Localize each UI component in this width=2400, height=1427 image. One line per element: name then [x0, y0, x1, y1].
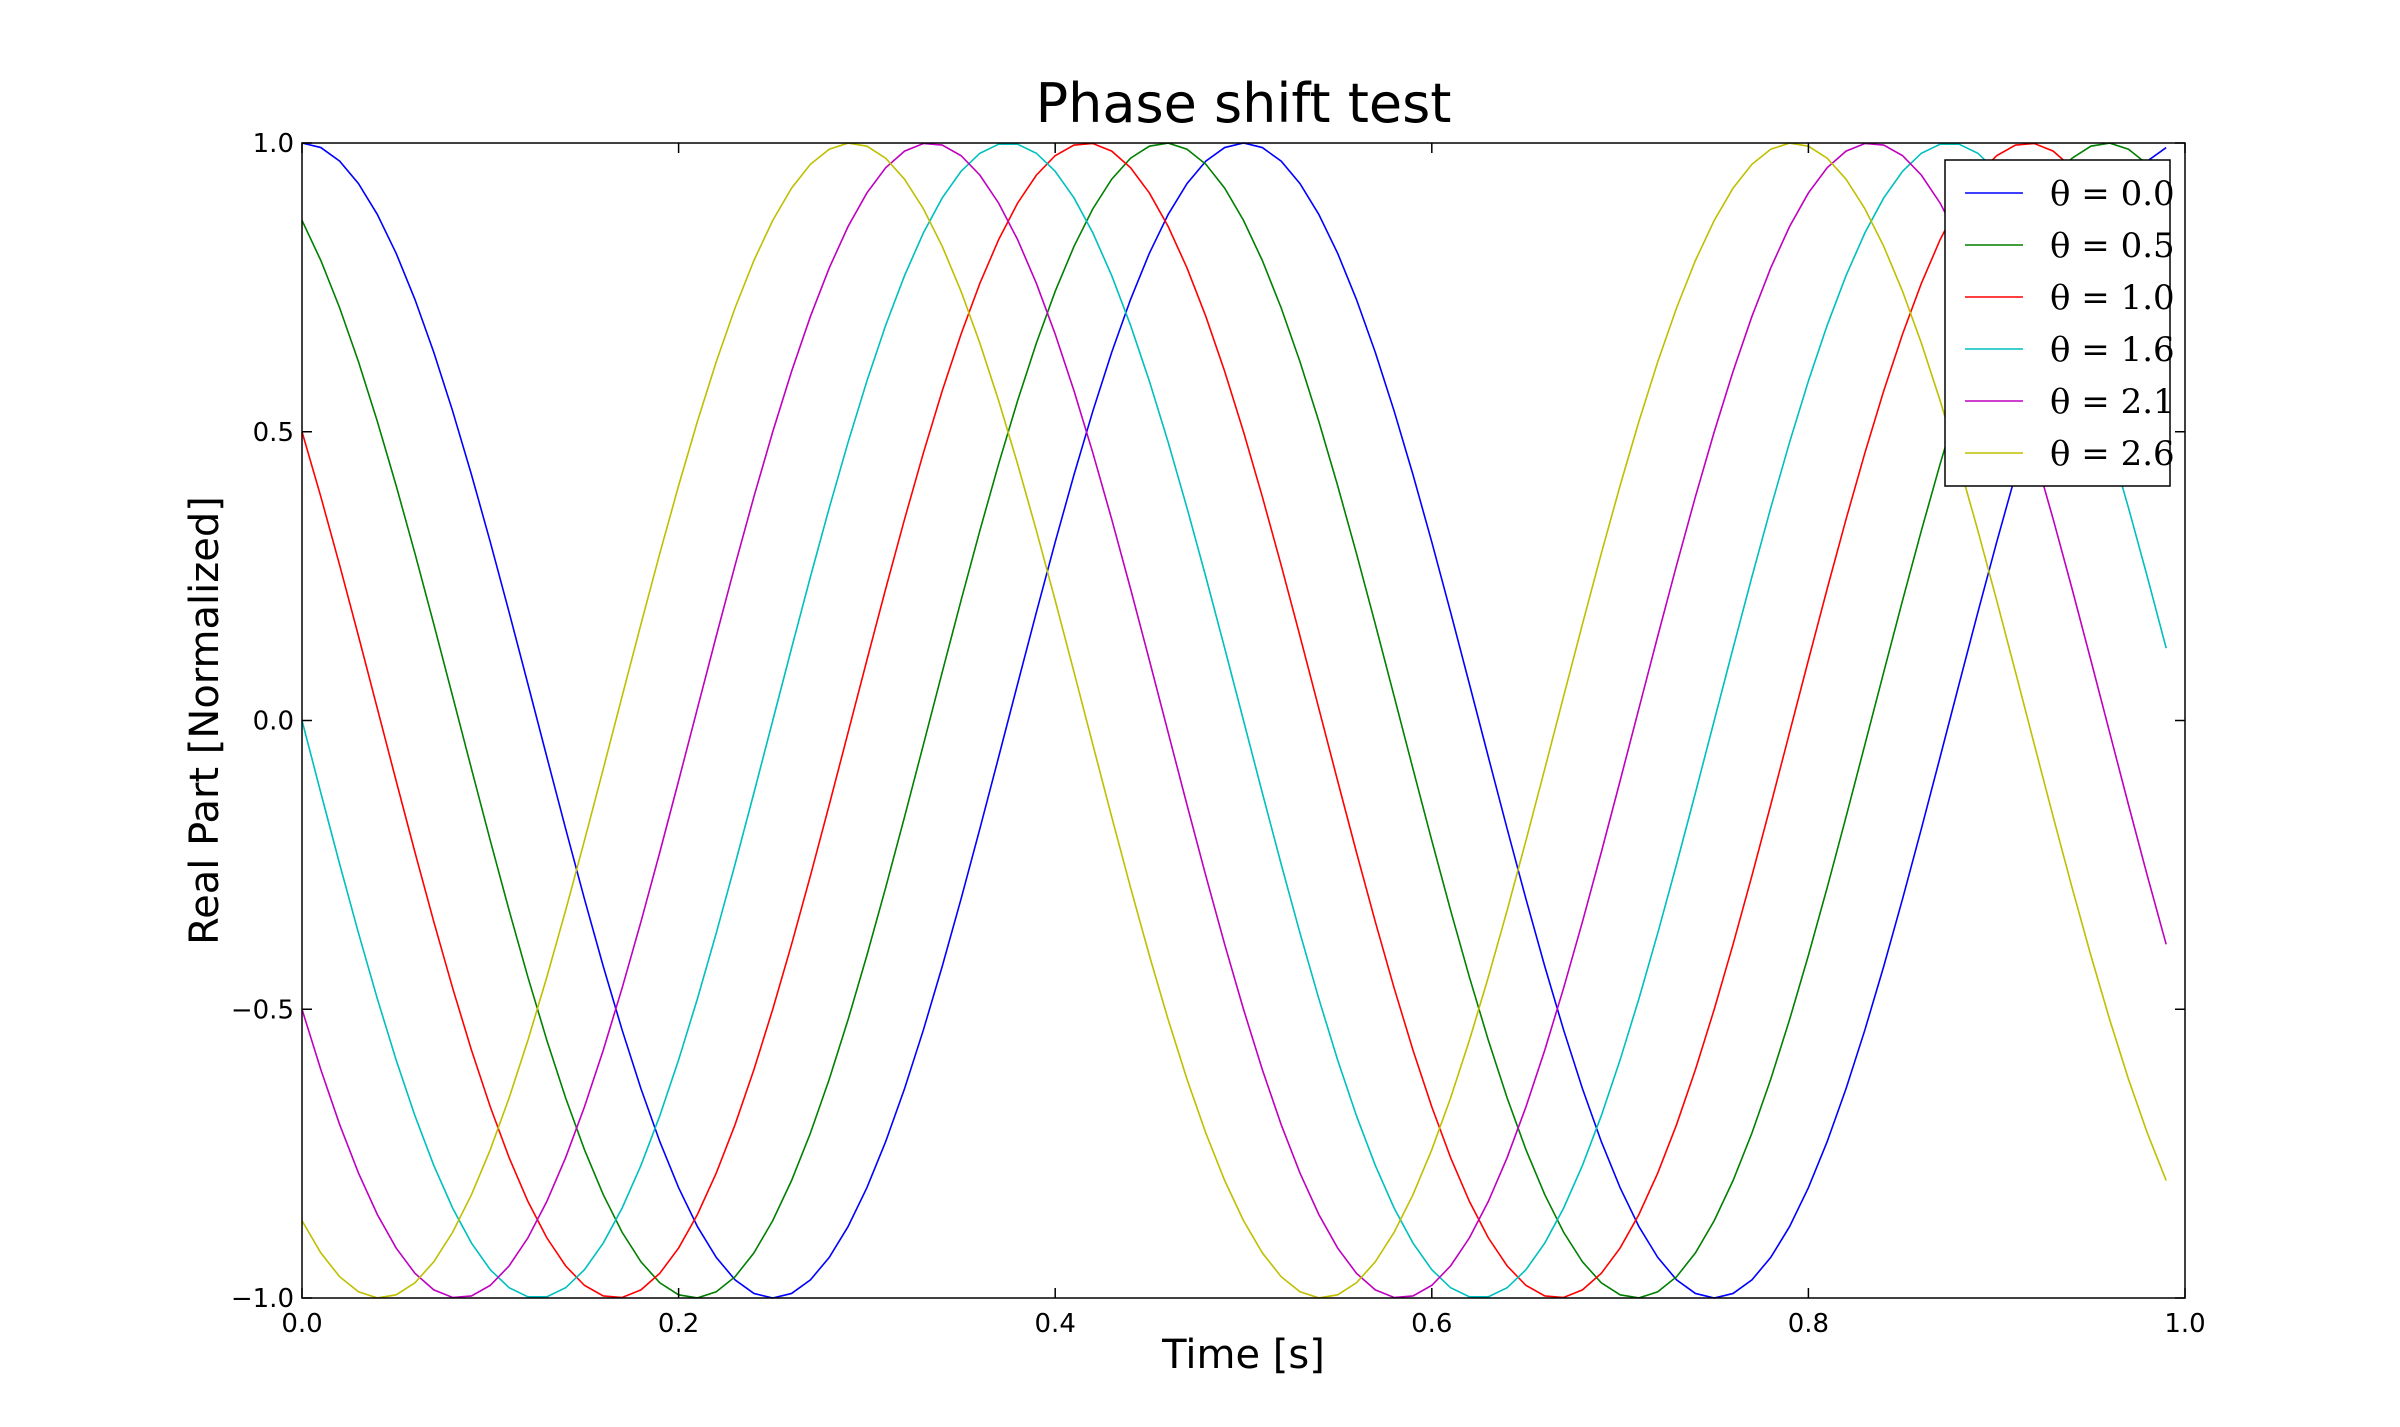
chart-title: Phase shift test	[1036, 72, 1452, 135]
legend-label-2: θ = 1.0	[2050, 278, 2175, 318]
series-layer	[301, 142, 2167, 1299]
legend-label-0: θ = 0.0	[2050, 174, 2175, 214]
y-tick-label-2: 0.0	[253, 707, 294, 737]
legend-label-3: θ = 1.6	[2050, 330, 2175, 370]
legend-label-5: θ = 2.6	[2050, 434, 2175, 474]
y-tick-label-1: 0.5	[253, 418, 294, 448]
y-tick-label-4: −1.0	[231, 1284, 294, 1314]
y-tick-label-3: −0.5	[231, 995, 294, 1025]
series-line-4	[301, 142, 2167, 1299]
legend-label-1: θ = 0.5	[2050, 226, 2175, 266]
x-tick-label-5: 1.0	[2164, 1309, 2205, 1339]
ticks-layer: 0.0 0.2 0.4 0.6 0.8 1.0 1.0 0.5 0.0 −0.5 −1.0	[231, 129, 2206, 1339]
x-axis-label: Time [s]	[1161, 1332, 1325, 1378]
series-line-2	[301, 142, 2167, 1299]
legend: θ = 0.0 θ = 0.5 θ = 1.0 θ = 1.6 θ = 2.1 θ = 2…	[1944, 159, 2175, 487]
series-line-1	[301, 142, 2167, 1299]
x-tick-label-1: 0.2	[658, 1309, 699, 1339]
x-tick-label-4: 0.8	[1788, 1309, 1829, 1339]
x-tick-label-2: 0.4	[1035, 1309, 1076, 1339]
x-tick-label-3: 0.6	[1411, 1309, 1452, 1339]
legend-box	[1944, 159, 2171, 487]
legend-label-4: θ = 2.1	[2050, 382, 2175, 422]
y-tick-label-0: 1.0	[253, 129, 294, 159]
series-line-5	[301, 142, 2167, 1299]
series-line-3	[301, 143, 2167, 1298]
x-tick-label-0: 0.0	[281, 1309, 322, 1339]
series-line-0	[301, 142, 2167, 1299]
y-axis-label: Real Part [Normalized]	[182, 496, 228, 945]
